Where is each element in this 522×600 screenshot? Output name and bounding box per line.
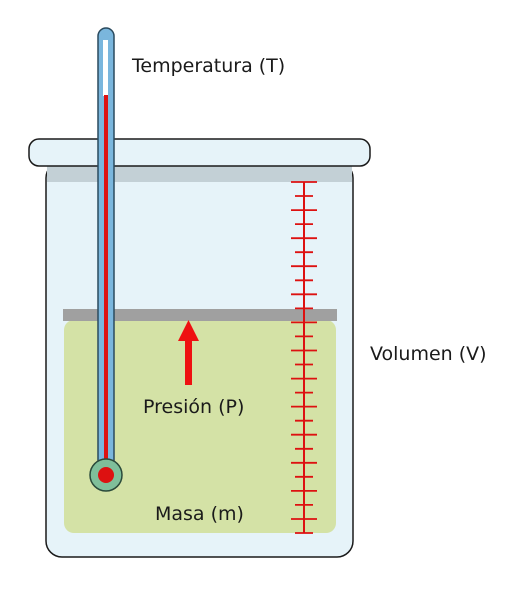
pressure-arrow-head (178, 320, 199, 341)
liquid-mass (64, 320, 336, 533)
pressure-arrow-shaft (185, 338, 192, 385)
volume-label: Volumen (V) (370, 343, 487, 365)
pressure-arrow (178, 320, 199, 385)
thermometer-mercury (104, 95, 108, 475)
piston (63, 309, 337, 321)
pressure-label: Presión (P) (143, 396, 245, 418)
beaker-lid (28, 138, 371, 167)
thermometer-bulb-core (98, 467, 114, 483)
temperature-label: Temperatura (T) (132, 55, 286, 77)
volume-scale (291, 181, 317, 534)
thermometer-glare (103, 40, 108, 96)
thermometer (89, 27, 123, 492)
mass-label: Masa (m) (155, 503, 244, 525)
lid-shadow (47, 165, 352, 182)
